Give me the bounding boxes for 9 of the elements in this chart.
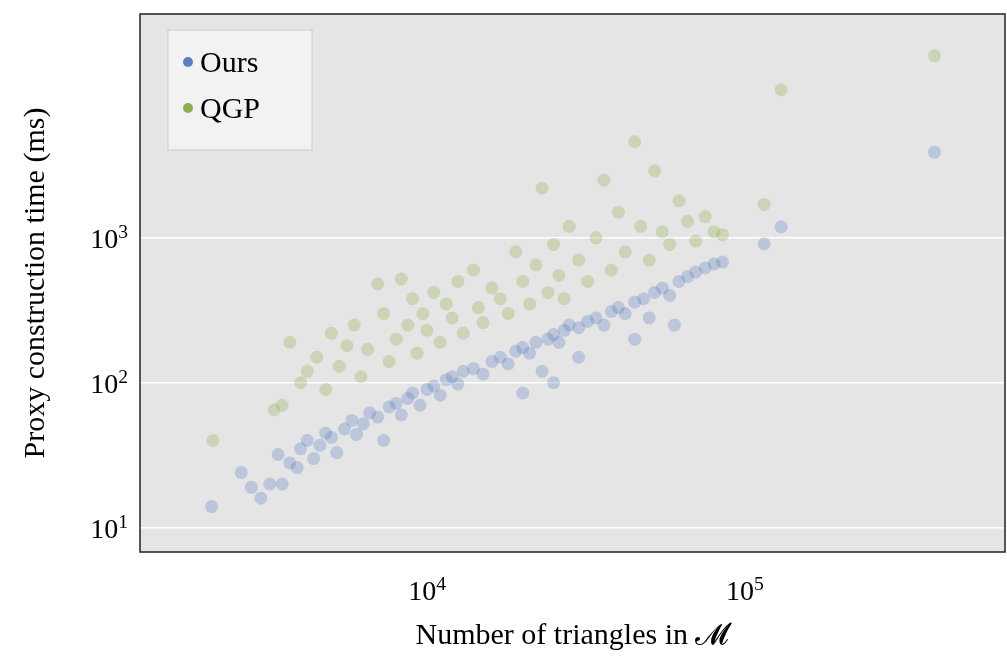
y-tick-label: 10$^{1}$ <box>90 510 128 544</box>
x-tick-label: 10$^{5}$ <box>726 572 765 606</box>
y-tick-label: 10$^{2}$ <box>90 365 128 399</box>
legend-label: Ours <box>200 45 259 78</box>
y-tick-label: 10$^{3}$ <box>90 220 129 254</box>
x-tick-label: 10$^{4}$ <box>408 572 447 606</box>
legend-label: QGP <box>200 91 261 124</box>
y-axis-title: Proxy construction time (ms) <box>17 107 51 459</box>
x-axis-title: Number of triangles in 𝓜 <box>415 617 733 650</box>
